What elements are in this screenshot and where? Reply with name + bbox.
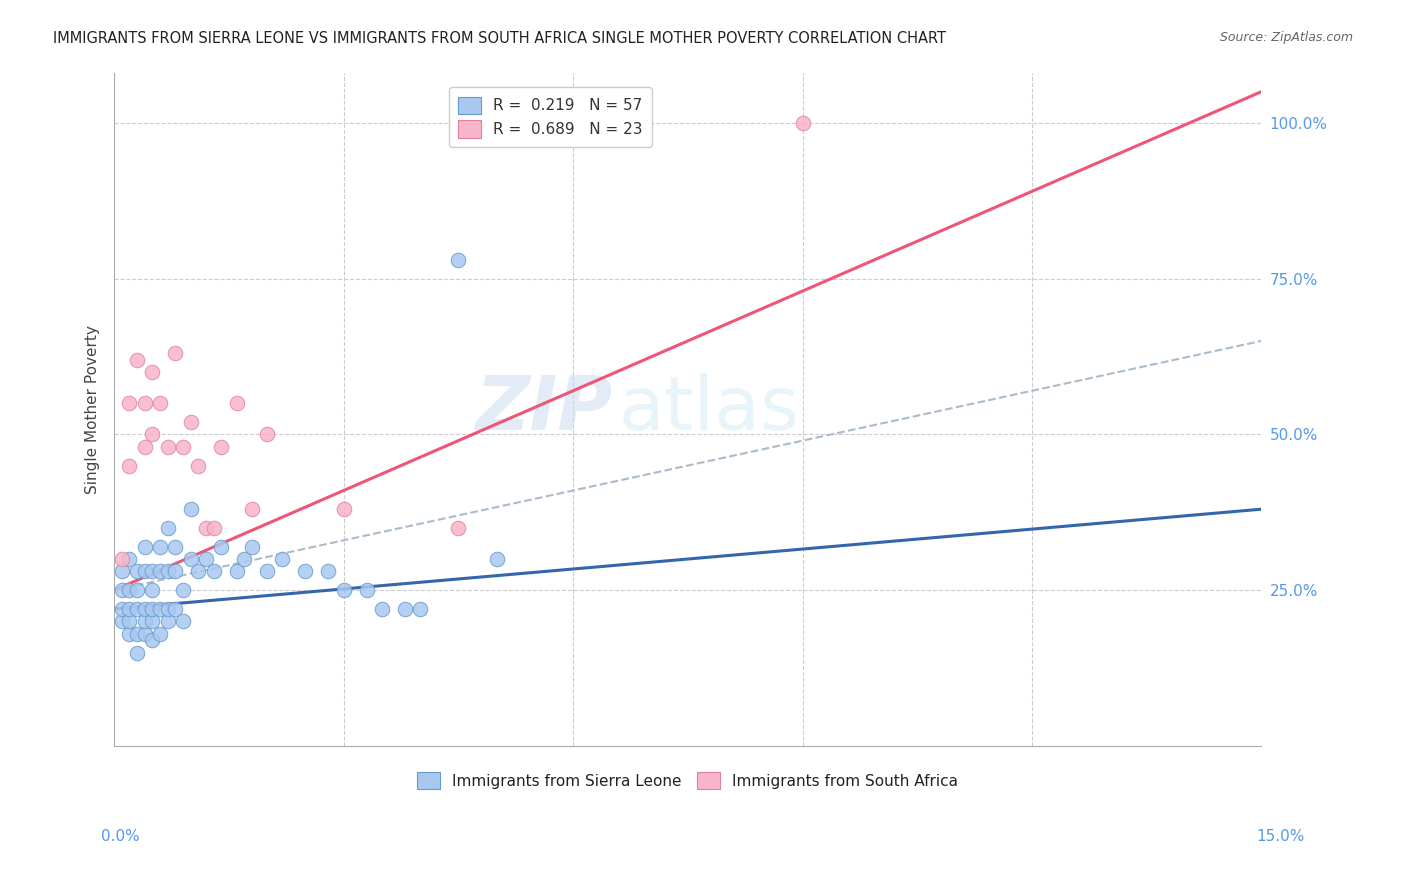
Point [194,521,217,535]
Point [141,633,163,648]
Point [118,583,141,598]
Text: 0.0%: 0.0% [101,830,141,844]
Text: 15.0%: 15.0% [1257,830,1305,844]
Point [127,352,149,367]
Point [134,565,156,579]
Point [165,565,187,579]
Point [318,565,340,579]
Point [149,627,172,641]
Point [256,427,278,442]
Point [294,565,316,579]
Point [134,540,156,554]
Point [156,602,179,616]
Point [134,440,156,454]
Point [165,602,187,616]
Legend: Immigrants from Sierra Leone, Immigrants from South Africa: Immigrants from Sierra Leone, Immigrants… [411,765,965,796]
Point [271,552,294,566]
Point [371,602,394,616]
Point [202,565,225,579]
Point [332,502,354,516]
Point [149,540,172,554]
Point [187,458,209,473]
Point [111,615,134,629]
Point [256,565,278,579]
Point [134,602,156,616]
Point [127,565,149,579]
Point [141,427,163,442]
Point [127,627,149,641]
Point [165,346,187,360]
Point [149,565,172,579]
Point [202,521,225,535]
Point [134,615,156,629]
Point [156,440,179,454]
Point [156,521,179,535]
Text: atlas: atlas [619,373,800,446]
Point [156,565,179,579]
Point [118,627,141,641]
Point [149,602,172,616]
Point [240,502,263,516]
Point [225,565,247,579]
Point [409,602,432,616]
Point [233,552,256,566]
Point [180,552,202,566]
Point [141,565,163,579]
Point [172,615,194,629]
Point [225,396,247,410]
Point [485,552,508,566]
Point [187,565,209,579]
Point [792,116,814,130]
Point [149,396,172,410]
Point [141,365,163,379]
Point [118,602,141,616]
Point [240,540,263,554]
Point [447,521,470,535]
Point [127,602,149,616]
Text: ZIP: ZIP [477,373,613,446]
Point [118,396,141,410]
Point [127,583,149,598]
Point [134,396,156,410]
Point [180,502,202,516]
Point [111,565,134,579]
Point [141,615,163,629]
Point [111,552,134,566]
Point [141,583,163,598]
Point [118,458,141,473]
Point [209,540,232,554]
Point [332,583,354,598]
Y-axis label: Single Mother Poverty: Single Mother Poverty [86,325,100,494]
Text: Source: ZipAtlas.com: Source: ZipAtlas.com [1219,31,1353,45]
Text: IMMIGRANTS FROM SIERRA LEONE VS IMMIGRANTS FROM SOUTH AFRICA SINGLE MOTHER POVER: IMMIGRANTS FROM SIERRA LEONE VS IMMIGRAN… [53,31,946,46]
Point [172,583,194,598]
Point [194,552,217,566]
Point [180,415,202,429]
Point [356,583,378,598]
Point [141,602,163,616]
Point [172,440,194,454]
Point [165,540,187,554]
Point [118,552,141,566]
Point [111,583,134,598]
Point [156,615,179,629]
Point [134,627,156,641]
Point [127,646,149,660]
Point [394,602,416,616]
Point [447,252,470,267]
Point [111,602,134,616]
Point [209,440,232,454]
Point [118,615,141,629]
